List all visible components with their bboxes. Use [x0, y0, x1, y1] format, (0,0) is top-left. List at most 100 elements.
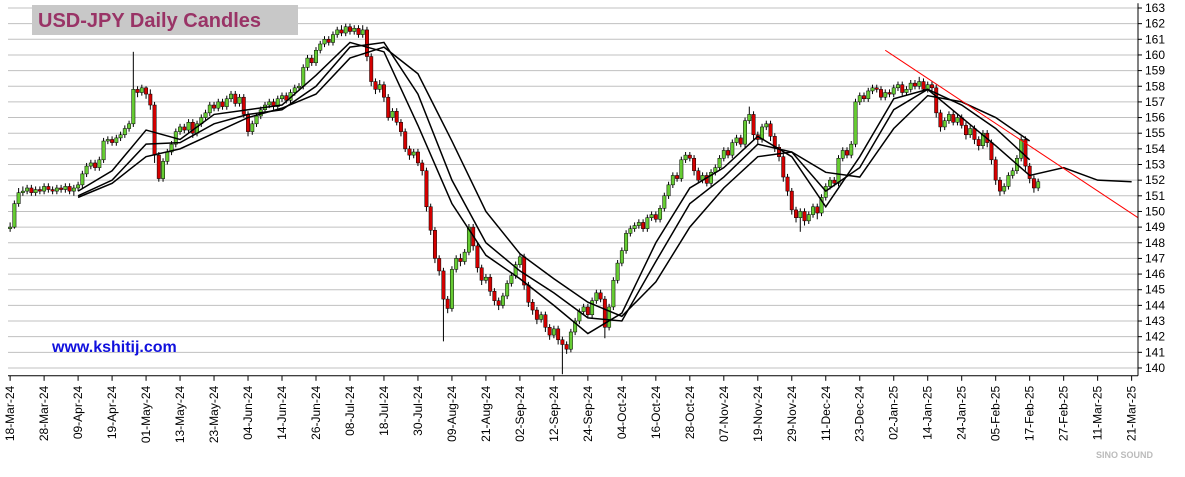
candle-body: [806, 214, 811, 222]
candle-body: [280, 95, 284, 100]
candle-body: [394, 111, 399, 123]
candle-body: [399, 121, 403, 132]
candle-body: [500, 295, 505, 306]
candle-body: [828, 179, 832, 187]
y-tick-label: 158: [1145, 79, 1165, 93]
candle-body: [275, 98, 280, 107]
candle-body: [989, 142, 994, 161]
x-tick-label: 12-Sep-24: [547, 385, 561, 441]
candle-body: [883, 92, 888, 98]
candle-body: [870, 87, 875, 92]
x-tick-label: 08-Jul-24: [343, 385, 357, 435]
candle-body: [335, 29, 340, 35]
candle-body: [709, 172, 714, 184]
candle-body: [267, 101, 272, 106]
candle-body: [216, 101, 221, 109]
candle-body: [1019, 139, 1024, 159]
candle-body: [301, 67, 306, 87]
candle-body: [207, 104, 212, 114]
candle-body: [76, 184, 81, 189]
candle-body: [904, 89, 909, 93]
title-box: [32, 5, 298, 35]
candle-body: [114, 137, 119, 143]
candle-body: [581, 306, 586, 312]
candle-body: [568, 331, 573, 350]
candle-body: [845, 150, 849, 156]
candle-body: [178, 126, 182, 132]
candle-body: [560, 339, 565, 345]
x-tick-label: 05-Feb-25: [989, 385, 1003, 441]
x-tick-label: 07-Nov-24: [717, 385, 731, 441]
candle-body: [815, 206, 820, 214]
y-tick-label: 163: [1145, 1, 1165, 15]
candle-body: [628, 228, 633, 234]
candle-body: [666, 184, 671, 197]
candle-body: [454, 258, 459, 270]
x-tick-label: 02-Jan-25: [887, 385, 901, 439]
x-tick-label: 18-Mar-24: [3, 385, 17, 441]
ma-line: [77, 41, 1132, 335]
candle-body: [369, 56, 374, 82]
candle-body: [20, 190, 25, 193]
candle-body: [110, 139, 115, 143]
x-tick-label: 04-Oct-24: [615, 385, 629, 439]
candle-body: [250, 123, 255, 132]
y-tick-label: 143: [1145, 314, 1165, 328]
x-tick-label: 23-Dec-24: [853, 385, 867, 441]
candle-body: [360, 29, 365, 35]
candle-body: [165, 151, 170, 162]
candle-body: [738, 137, 743, 145]
candle-body: [237, 96, 242, 104]
candle-body: [539, 314, 544, 320]
candle-body: [802, 211, 807, 222]
trend-line: [884, 49, 1139, 219]
y-tick-label: 152: [1145, 173, 1165, 187]
x-tick-label: 16-Oct-24: [649, 385, 663, 439]
candle-body: [441, 270, 446, 300]
candle-body: [751, 114, 756, 136]
y-tick-label: 162: [1145, 17, 1165, 31]
candle-body: [8, 226, 13, 229]
candle-body: [658, 208, 663, 220]
candle-body: [781, 156, 786, 178]
candle-body: [314, 50, 318, 64]
x-tick-label: 11-Dec-24: [819, 385, 833, 440]
candle-body: [632, 225, 637, 229]
candle-body: [972, 128, 977, 140]
marks: [8, 23, 1139, 375]
candle-body: [866, 90, 871, 100]
candle-body: [445, 298, 450, 309]
ma-line: [77, 41, 1031, 322]
candle-body: [679, 159, 684, 179]
candle-body: [585, 306, 590, 316]
candle-body: [1023, 139, 1028, 167]
candle-body: [488, 276, 493, 292]
candle-body: [46, 186, 51, 190]
candle-body: [921, 81, 926, 90]
y-tick-label: 154: [1145, 142, 1165, 156]
candle-body: [233, 93, 238, 104]
candle-body: [1036, 181, 1041, 189]
candle-body: [135, 89, 140, 93]
y-tick-label: 159: [1145, 64, 1165, 78]
candle-body: [900, 84, 905, 93]
candle-body: [67, 186, 72, 192]
y-tick-label: 147: [1145, 251, 1165, 265]
x-tick-label: 01-May-24: [139, 385, 153, 443]
x-tick-label: 19-Nov-24: [751, 385, 765, 441]
candle-body: [551, 328, 556, 336]
candle-body: [152, 104, 157, 156]
candle-body: [662, 195, 667, 209]
y-tick-label: 160: [1145, 48, 1165, 62]
candle-body: [88, 162, 93, 167]
candle-body: [670, 175, 675, 186]
candle-body: [407, 148, 412, 156]
x-tick-label: 19-Apr-24: [105, 385, 119, 439]
x-tick-label: 27-Feb-25: [1057, 385, 1071, 441]
candle-body: [547, 327, 552, 336]
candle-body: [466, 226, 471, 253]
y-tick-label: 148: [1145, 236, 1165, 250]
candle-body: [879, 89, 883, 98]
candle-body: [84, 165, 89, 175]
